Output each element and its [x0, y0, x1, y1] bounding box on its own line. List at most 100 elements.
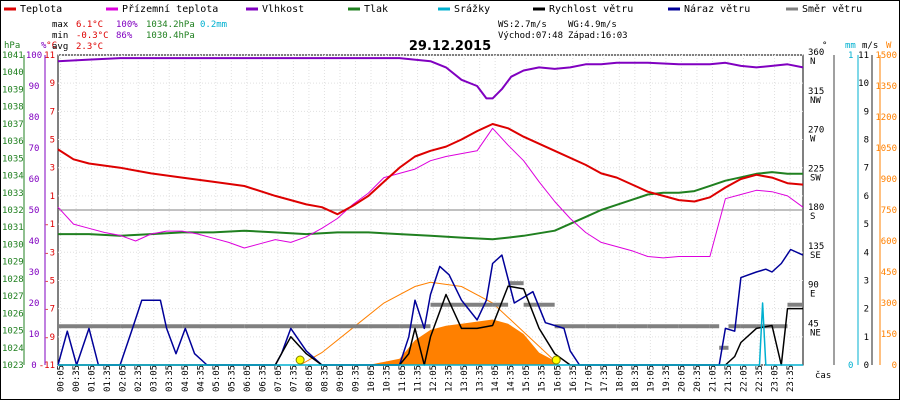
- x-tick-label: 10:05: [367, 365, 377, 392]
- hpa-tick-label: 1036: [2, 137, 24, 147]
- hpa-tick-label: 1037: [2, 120, 24, 130]
- stat-max-temp: 6.1°C: [76, 20, 103, 30]
- dir-tick-degree: 360: [808, 48, 824, 58]
- wind-tick-label: 0: [864, 361, 869, 371]
- x-tick-label: 08:05: [305, 365, 315, 392]
- dir-tick-degree: 225: [808, 164, 824, 174]
- temp-tick-label: -9: [44, 333, 55, 343]
- x-tick-label: 01:05: [88, 365, 98, 392]
- temp-tick-label: -3: [44, 248, 55, 258]
- wind-tick-label: 9: [864, 107, 869, 117]
- wind-tick-label: 1: [864, 333, 869, 343]
- x-tick-label: 05:35: [227, 365, 237, 392]
- x-tick-label: 12:05: [429, 365, 439, 392]
- x-tick-label: 18:35: [631, 365, 641, 392]
- temp-tick-label: -1: [44, 220, 55, 230]
- x-tick-label: 07:05: [274, 365, 284, 392]
- dir-tick-cardinal: W: [810, 135, 816, 145]
- x-tick-label: 07:35: [289, 365, 299, 392]
- hpa-tick-label: 1024: [2, 344, 24, 354]
- x-tick-label: 03:35: [165, 365, 175, 392]
- x-tick-label: 14:35: [507, 365, 517, 392]
- hum-tick-label: 80: [29, 113, 40, 123]
- legend-entry: Vlhkost: [262, 4, 304, 15]
- solar-tick-label: 600: [881, 237, 897, 247]
- x-tick-label: 02:35: [134, 365, 144, 392]
- solar-area: [300, 319, 557, 365]
- solar-tick-label: 0: [892, 361, 897, 371]
- solar-tick-label: 1350: [875, 82, 897, 92]
- rain-line: [58, 302, 803, 366]
- legend-entry: Srážky: [454, 3, 490, 15]
- legend-entry: Rychlost větru: [549, 3, 633, 15]
- solar-tick-label: 150: [881, 330, 897, 340]
- temp-tick-label: -5: [44, 276, 55, 286]
- dir-tick-cardinal: S: [810, 212, 815, 222]
- hpa-tick-label: 1027: [2, 292, 24, 302]
- rain-tick-label: 1: [848, 51, 853, 61]
- x-tick-label: 09:05: [336, 365, 346, 392]
- x-tick-label: 12:35: [445, 365, 455, 392]
- x-tick-label: 06:05: [243, 365, 253, 392]
- hpa-tick-label: 1031: [2, 223, 24, 233]
- hpa-tick-label: 1025: [2, 327, 24, 337]
- stat-min-temp: -0.3°C: [76, 31, 109, 41]
- dir-tick-degree: 180: [808, 203, 824, 213]
- dir-tick-cardinal: SE: [810, 251, 821, 261]
- humidity-line: [57, 57, 804, 100]
- solar-tick-label: 750: [881, 206, 897, 216]
- hpa-tick-label: 1040: [2, 68, 24, 78]
- info-sunset: Západ:16:03: [568, 31, 628, 41]
- dir-tick-cardinal: SW: [810, 173, 821, 183]
- stat-max-rain: 0.2mm: [200, 20, 227, 30]
- temp-tick-label: -7: [44, 305, 55, 315]
- x-tick-label: 19:35: [662, 365, 672, 392]
- solar-theoretical-line: [299, 281, 557, 366]
- ground-temp-line: [57, 127, 804, 259]
- x-tick-label: 23:35: [786, 365, 796, 392]
- temp-tick-label: 7: [50, 107, 55, 117]
- hum-tick-label: 50: [29, 206, 40, 216]
- solar-axis-unit: W: [886, 41, 892, 51]
- hpa-tick-label: 1029: [2, 258, 24, 268]
- x-tick-label: 01:35: [103, 365, 113, 392]
- x-tick-label: 22:35: [755, 365, 765, 392]
- solar-tick-label: 1050: [875, 144, 897, 154]
- legend-entry: Přízemní teplota: [122, 3, 218, 15]
- wind-tick-label: 6: [864, 192, 869, 202]
- hpa-tick-label: 1030: [2, 240, 24, 250]
- stat-max-press: 1034.2hPa: [146, 20, 195, 30]
- hum-tick-label: 20: [29, 299, 40, 309]
- x-tick-label: 15:05: [522, 365, 532, 392]
- dir-tick-cardinal: NW: [810, 96, 821, 106]
- hum-axis-unit: %: [41, 41, 47, 51]
- solar-tick-label: 1500: [875, 51, 897, 61]
- legend-entry: Teplota: [20, 4, 62, 15]
- x-tick-label: 23:05: [771, 365, 781, 392]
- hum-tick-label: 60: [29, 175, 40, 185]
- info-ws: WS:2.7m/s: [498, 20, 547, 30]
- legend-entry: Náraz větru: [684, 3, 750, 15]
- dir-tick-degree: 90: [808, 281, 819, 291]
- hpa-tick-label: 1034: [2, 172, 24, 182]
- x-tick-label: 08:35: [320, 365, 330, 392]
- hpa-tick-label: 1038: [2, 103, 24, 113]
- temperature-line: [57, 123, 804, 216]
- x-axis-label: čas: [815, 370, 831, 381]
- x-tick-label: 21:35: [724, 365, 734, 392]
- hum-tick-label: 10: [29, 330, 40, 340]
- info-wg: WG:4.9m/s: [568, 20, 617, 30]
- wind-tick-label: 7: [864, 164, 869, 174]
- dir-tick-cardinal: E: [810, 290, 815, 300]
- x-tick-label: 13:35: [476, 365, 486, 392]
- x-tick-label: 06:35: [258, 365, 268, 392]
- x-tick-label: 04:35: [196, 365, 206, 392]
- x-tick-label: 19:05: [646, 365, 656, 392]
- x-tick-label: 20:05: [677, 365, 687, 392]
- stat-max-label: max: [52, 20, 69, 30]
- x-tick-label: 17:35: [600, 365, 610, 392]
- legend-entry: Tlak: [364, 4, 388, 15]
- stat-max-hum: 100%: [116, 20, 138, 30]
